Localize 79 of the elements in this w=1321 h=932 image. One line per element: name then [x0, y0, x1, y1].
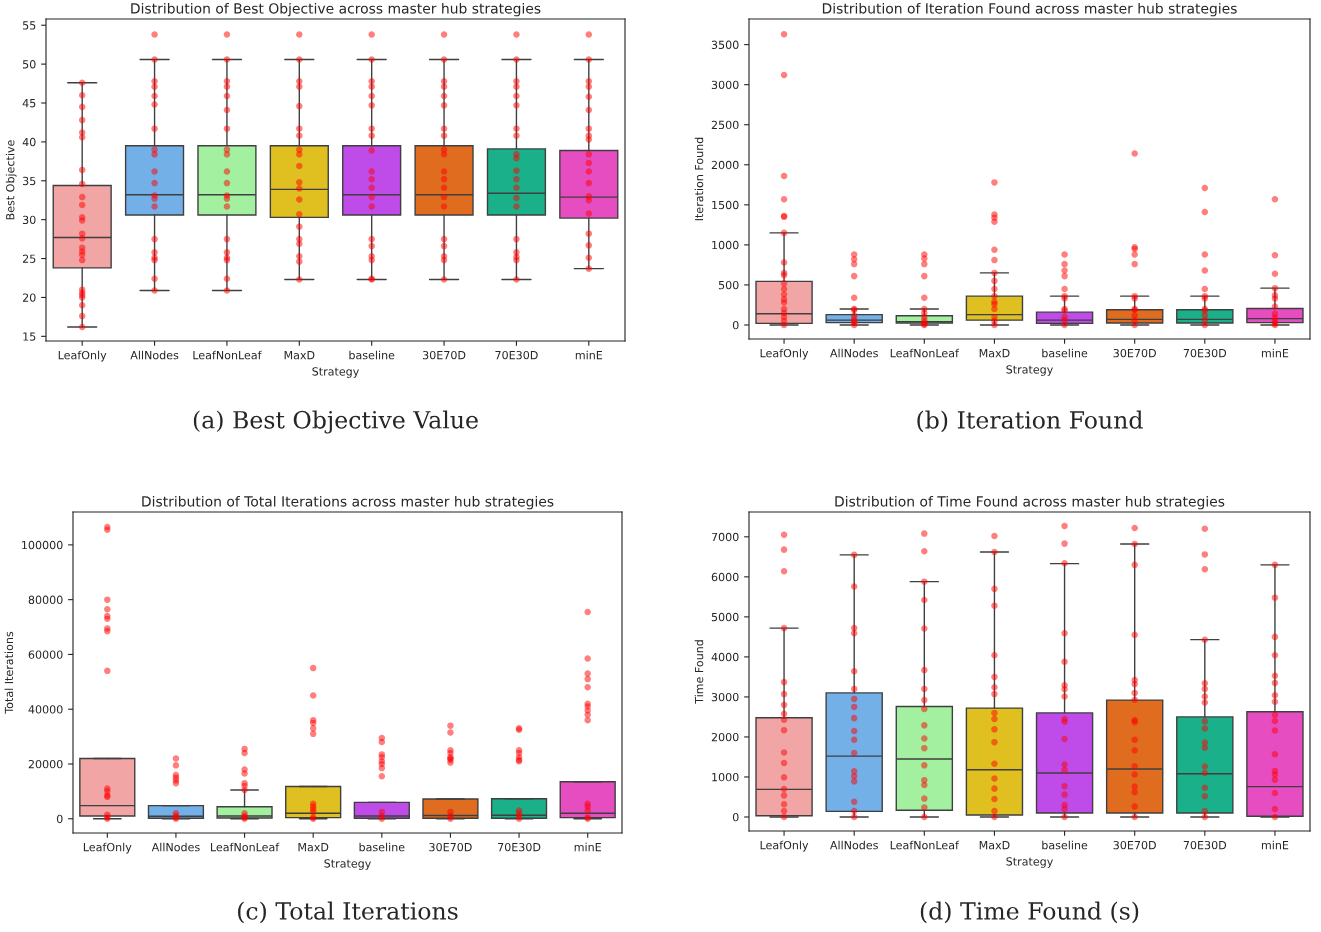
x-tick-label: 30E70D — [1113, 348, 1156, 358]
x-tick-label: AllNodes — [130, 350, 179, 360]
x-tick-label: 30E70D — [422, 350, 466, 360]
x-tick-label: LeafNonLeaf — [193, 350, 262, 360]
text: (c) Total Iterations — [238, 901, 458, 924]
y-tick-label: 0 — [56, 814, 63, 824]
y-tick-label: 45 — [22, 99, 36, 108]
x-tick-label: LeafNonLeaf — [890, 348, 960, 358]
y-axis-title: Total Iterations — [4, 631, 14, 714]
y-tick-label: 2000 — [711, 160, 739, 170]
x-tick-label: baseline — [349, 350, 395, 360]
y-tick-label: 80000 — [28, 595, 63, 605]
y-tick-label: 100000 — [22, 540, 63, 550]
x-axis-title: Strategy — [1006, 365, 1053, 376]
y-tick-label: 4000 — [711, 652, 739, 662]
x-tick-label: baseline — [1042, 348, 1088, 358]
y-tick-label: 2000 — [711, 732, 739, 742]
x-tick-label: 70E30D — [495, 350, 538, 360]
text: (a) Best Objective Value — [193, 410, 478, 434]
y-tick-label: 40 — [22, 137, 36, 147]
y-tick-label: 0 — [732, 320, 739, 330]
y-tick-label: 15 — [23, 332, 36, 341]
y-tick-label: 5000 — [711, 612, 739, 622]
x-tick-label: minE — [1261, 840, 1289, 850]
x-axis-title: Strategy — [324, 859, 371, 870]
y-tick-label: 20 — [22, 293, 36, 302]
chart-title: Distribution of Best Objective across master hub strategies — [131, 2, 541, 17]
y-axis-title: Iteration Found — [694, 137, 704, 221]
y-tick-label: 1000 — [712, 240, 739, 250]
y-tick-label: 25 — [22, 254, 36, 263]
x-axis-title: Strategy — [1006, 857, 1053, 868]
x-tick-label: 30E70D — [1113, 840, 1156, 850]
y-tick-label: 0 — [732, 812, 739, 822]
y-tick-label: 30 — [22, 215, 36, 225]
y-tick-label: 3500 — [711, 40, 739, 50]
x-tick-label: MaxD — [298, 843, 329, 852]
x-tick-label: minE — [575, 350, 603, 360]
y-tick-label: 1000 — [712, 772, 739, 782]
y-tick-label: 60000 — [28, 650, 63, 659]
x-tick-label: MaxD — [979, 841, 1010, 850]
y-axis-title: Time Found — [694, 640, 704, 704]
y-tick-label: 2500 — [711, 120, 739, 130]
y-tick-label: 6000 — [711, 572, 739, 582]
y-tick-label: 50 — [23, 60, 36, 69]
x-tick-label: 70E30D — [498, 842, 541, 852]
x-tick-label: AllNodes — [829, 348, 878, 358]
x-tick-label: LeafOnly — [760, 840, 809, 852]
x-tick-label: baseline — [359, 842, 405, 852]
y-tick-label: 35 — [22, 176, 36, 186]
x-tick-label: baseline — [1042, 840, 1088, 850]
y-tick-label: 1500 — [712, 200, 739, 210]
chart-title: Distribution of Iteration Found across master hub strategies — [822, 2, 1237, 17]
y-axis-title: Best Objective — [5, 140, 17, 220]
chart-title: Distribution of Total Iterations across master hub strategies — [142, 495, 554, 510]
y-tick-label: 500 — [718, 280, 739, 290]
x-tick-label: LeafNonLeaf — [890, 840, 960, 850]
y-tick-label: 3000 — [711, 80, 739, 90]
x-tick-label: MaxD — [979, 349, 1010, 358]
x-tick-label: LeafOnly — [760, 348, 809, 360]
x-axis-title: Strategy — [312, 367, 359, 378]
y-tick-label: 55 — [23, 21, 36, 30]
y-tick-label: 40000 — [28, 705, 63, 714]
y-tick-label: 7000 — [711, 532, 739, 542]
x-tick-label: LeafNonLeaf — [211, 842, 280, 852]
chart-title: Distribution of Time Found across master hub strategies — [835, 495, 1225, 510]
x-tick-label: AllNodes — [829, 840, 878, 850]
x-tick-label: AllNodes — [151, 842, 200, 852]
text: (d) Time Found (s) — [920, 901, 1139, 924]
y-tick-label: 3000 — [711, 692, 739, 702]
x-tick-label: 70E30D — [1183, 348, 1227, 358]
x-tick-label: 30E70D — [429, 842, 472, 852]
x-tick-label: LeafOnly — [58, 350, 107, 362]
text: (b) Iteration Found — [917, 410, 1143, 433]
y-tick-label: 20000 — [28, 759, 63, 769]
x-tick-label: MaxD — [284, 351, 315, 360]
x-tick-label: minE — [1261, 348, 1289, 358]
x-tick-label: minE — [574, 842, 601, 852]
x-tick-label: 70E30D — [1183, 840, 1227, 850]
x-tick-label: LeafOnly — [83, 842, 132, 854]
